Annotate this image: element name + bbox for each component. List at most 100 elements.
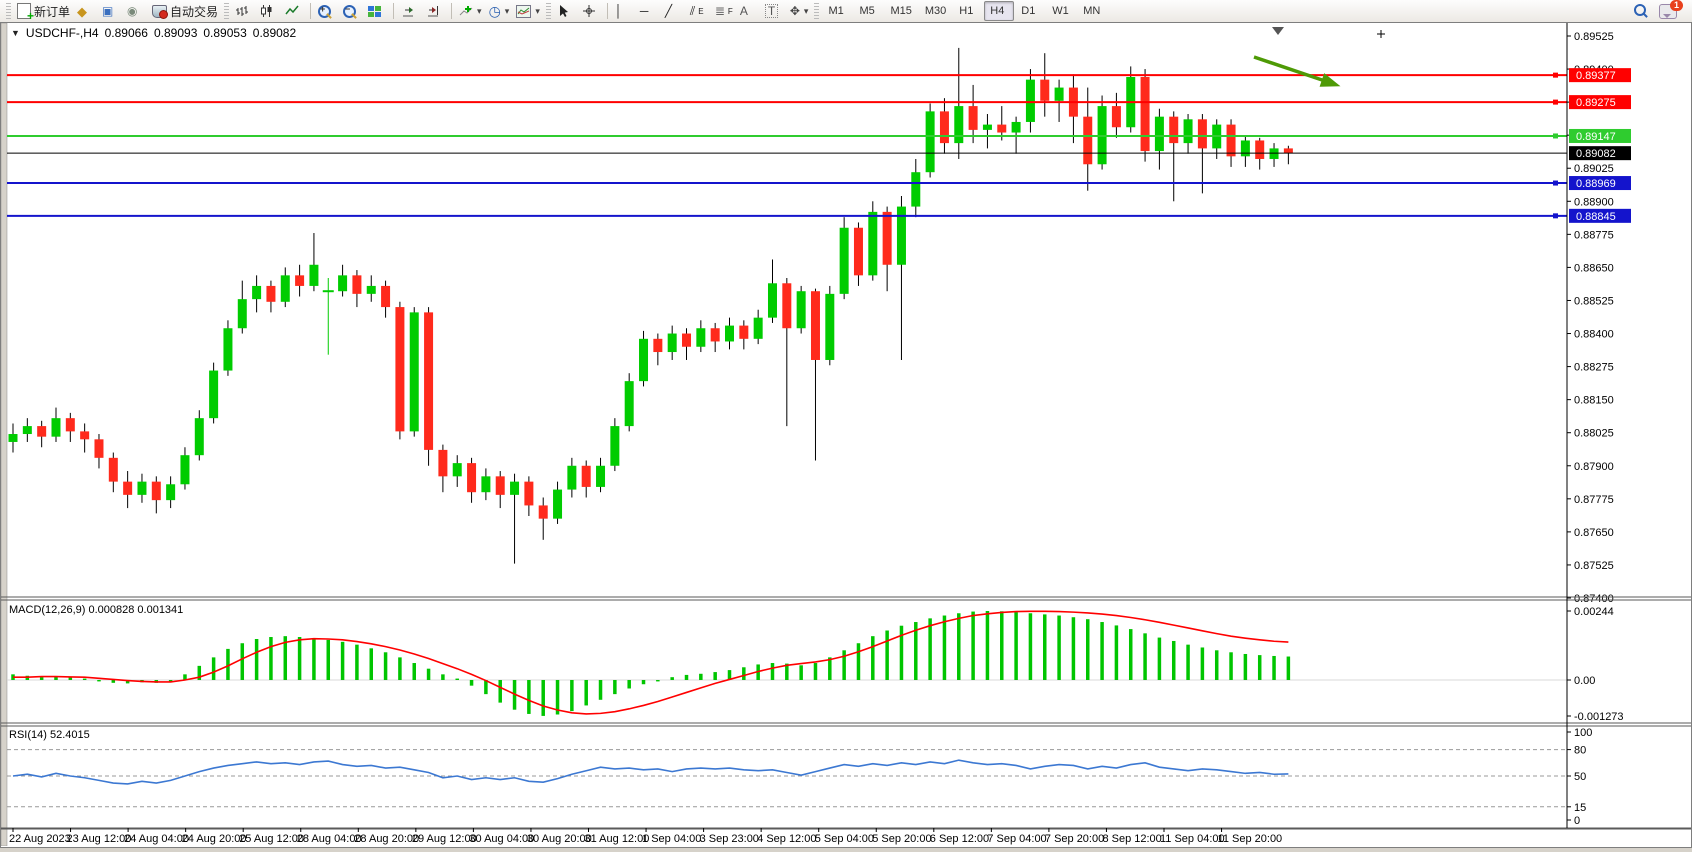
macd-tick-label: -0.001273 [1574,711,1624,723]
rsi-tick-label: 50 [1574,771,1586,783]
toolbar-grip[interactable] [224,3,230,19]
signals-icon: ◉ [127,4,138,18]
vertical-line-icon: │ [614,4,623,18]
line-handle[interactable] [1553,180,1558,186]
rsi-tick-label: 0 [1574,815,1580,827]
trend-arrow-annotation[interactable] [1253,55,1332,85]
timeframe-m15-button[interactable]: M15 [890,5,912,17]
tile-windows-icon [368,5,382,17]
rsi-indicator-label: RSI(14) 52.4015 [9,729,90,741]
toolbar-grip[interactable] [545,3,551,19]
navigator-button[interactable]: ▣ [99,1,123,21]
timeframe-d1-button[interactable]: D1 [1021,5,1036,17]
timeframe-h1-button[interactable]: H1 [959,5,974,17]
horizontal-line-tool-button[interactable]: ─ [637,1,661,21]
toolbar-grip[interactable] [814,3,820,19]
zoom-in-button[interactable]: + [315,1,339,21]
candlestick-chart-button[interactable] [257,1,281,21]
time-axis-label: 24 Aug 04:00 [124,833,189,845]
timeframe-m30-button[interactable]: M30 [924,5,947,17]
macd-indicator-label: MACD(12,26,9) 0.000828 0.001341 [9,604,183,616]
time-axis-label: 5 Sep 04:00 [815,833,874,845]
auto-trading-icon [152,4,169,19]
time-axis-label: 7 Sep 20:00 [1045,833,1104,845]
bar-chart-icon [236,6,249,16]
object-anchor-marker [1377,30,1385,38]
arrows-tool-icon: ✥ [789,4,800,18]
ohlc-close: 0.89082 [252,26,297,40]
price-badge [1569,208,1631,223]
crosshair-button[interactable] [579,1,603,21]
line-handle[interactable] [1553,213,1558,219]
time-axis-label: 5 Sep 20:00 [872,833,931,845]
fibonacci-sub-label: F [727,6,733,16]
timeframe-w1-button[interactable]: W1 [1052,5,1069,17]
price-tick-label: 0.88150 [1574,395,1614,407]
vertical-line-tool-button[interactable]: │ [612,1,636,21]
line-chart-button[interactable] [282,1,306,21]
line-chart-icon [285,5,299,15]
auto-scroll-icon [403,7,414,17]
text-tool-button[interactable]: A [737,1,761,21]
cursor-button[interactable] [554,1,578,21]
auto-trading-button[interactable]: 自动交易 [149,1,221,21]
arrows-tool-button[interactable]: ✥ ▾ [787,1,812,21]
price-tick-label: 0.87775 [1574,494,1614,506]
timeframe-mn-button[interactable]: MN [1083,5,1101,17]
candlestick-chart-icon [261,5,272,17]
fibonacci-tool-button[interactable]: ≣ F [712,1,736,21]
chart-shift-button[interactable] [423,1,447,21]
time-axis-label: 29 Aug 12:00 [412,833,477,845]
indicators-button[interactable]: ▾ [456,1,485,21]
chart-shift-marker[interactable] [1272,27,1284,35]
time-axis-label: 24 Aug 20:00 [182,833,247,845]
time-axis-label: 6 Sep 12:00 [930,833,989,845]
chart-canvas[interactable]: 0.895250.894000.892750.891500.890250.889… [1,23,1691,846]
macd-tick-label: 0.00244 [1574,606,1614,618]
dropdown-caret-icon: ▾ [504,5,510,16]
trendline-tool-button[interactable]: ╱ [662,1,686,21]
chart-dropdown-icon[interactable]: ▼ [11,28,20,38]
time-axis-label: 3 Sep 23:00 [700,833,759,845]
new-order-button[interactable]: 新订单 [14,1,73,23]
time-axis-label: 30 Aug 04:00 [469,833,534,845]
dropdown-caret-icon: ▾ [535,5,540,16]
price-tick-label: 0.88525 [1574,295,1614,307]
market-watch-button[interactable]: ◆ [74,1,98,21]
trendline-icon: ╱ [664,4,673,18]
signals-button[interactable]: ◉ [124,1,148,21]
tile-windows-button[interactable] [365,1,389,21]
timeframe-m1-button[interactable]: M1 [828,5,844,17]
periods-button[interactable]: ◷ ▾ [486,1,513,21]
price-badge-label: 0.89147 [1576,131,1616,143]
ohlc-high: 0.89093 [153,26,198,40]
auto-scroll-button[interactable] [398,1,422,21]
time-axis-label: 11 Sep 20:00 [1218,833,1283,845]
left-panel-edge[interactable] [1,23,8,846]
templates-button[interactable]: ▾ [513,1,543,21]
price-tick-label: 0.87525 [1574,560,1614,572]
price-tick-label: 0.88900 [1574,196,1614,208]
toolbar-grip[interactable] [6,3,11,19]
dropdown-caret-icon: ▾ [477,5,482,16]
timeframe-m5-button[interactable]: M5 [859,5,875,17]
search-button[interactable] [1631,1,1655,21]
price-badge [1569,95,1631,110]
timeframe-h4-button[interactable]: H4 [984,1,1015,21]
channel-tool-button[interactable]: ⫽ E [687,1,711,21]
price-badge [1569,146,1631,161]
line-handle[interactable] [1553,99,1558,105]
channel-icon: ⫽ [689,4,696,18]
price-tick-label: 0.88650 [1574,262,1614,274]
price-tick-label: 0.88025 [1574,428,1614,440]
text-label-tool-button[interactable]: T [762,1,786,21]
zoom-out-button[interactable]: − [340,1,364,21]
line-handle[interactable] [1553,133,1558,139]
bar-chart-button[interactable] [232,1,256,21]
rsi-line [12,759,1289,785]
line-handle[interactable] [1553,72,1558,78]
trend-arrow-head [1319,73,1341,87]
market-watch-icon: ◆ [77,3,88,19]
notifications-button[interactable]: 1 [1656,0,1683,21]
